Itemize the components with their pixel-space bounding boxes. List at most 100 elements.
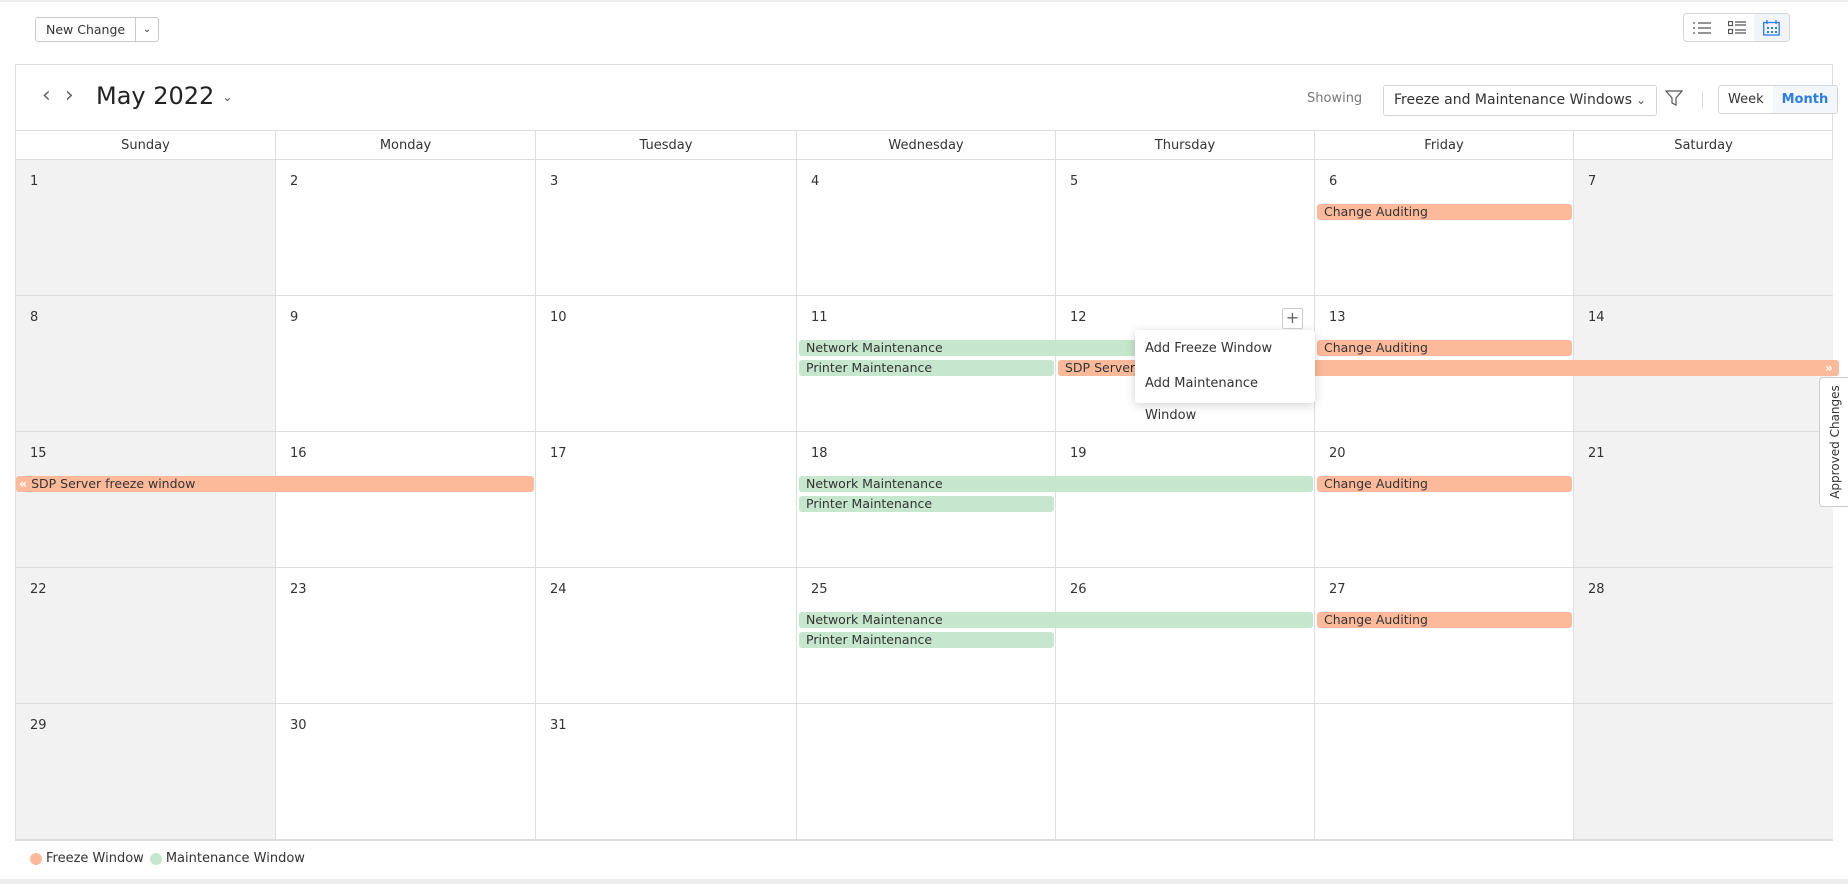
- day-cell[interactable]: 17: [536, 432, 797, 568]
- event-label: Printer Maintenance: [806, 496, 933, 511]
- day-number: 19: [1070, 446, 1087, 461]
- day-cell[interactable]: 4: [797, 160, 1056, 296]
- legend-freeze-label: Freeze Window: [46, 851, 144, 866]
- freeze-window-event[interactable]: «SDP Server freeze window: [16, 476, 534, 492]
- legend: Freeze Window Maintenance Window: [30, 851, 311, 866]
- day-cell[interactable]: 26: [1056, 568, 1315, 704]
- day-cell[interactable]: 10: [536, 296, 797, 432]
- day-number: 29: [30, 718, 47, 733]
- day-number: 7: [1588, 174, 1597, 189]
- chevron-right-icon[interactable]: ›: [64, 83, 74, 108]
- day-number: 5: [1070, 174, 1079, 189]
- day-cell[interactable]: 24: [536, 568, 797, 704]
- chevron-down-icon[interactable]: ⌄: [142, 24, 152, 35]
- legend-freeze: Freeze Window: [30, 851, 144, 866]
- day-number: 16: [290, 446, 307, 461]
- day-cell[interactable]: 31: [536, 704, 797, 840]
- day-cell[interactable]: 29: [16, 704, 276, 840]
- week-view-button[interactable]: Week: [1728, 92, 1764, 107]
- day-cell[interactable]: 23: [276, 568, 536, 704]
- day-number: 14: [1588, 310, 1605, 325]
- day-cell[interactable]: 2: [276, 160, 536, 296]
- bottom-divider: [0, 879, 1848, 884]
- filter-icon[interactable]: [1664, 89, 1684, 111]
- day-cell[interactable]: 3: [536, 160, 797, 296]
- day-cell[interactable]: 25: [797, 568, 1056, 704]
- maintenance-window-event[interactable]: Network Maintenance: [799, 612, 1313, 628]
- month-view-button[interactable]: Month: [1772, 86, 1838, 113]
- weekday-header: Wednesday: [797, 130, 1056, 160]
- maintenance-dot-icon: [149, 852, 162, 865]
- top-divider: [0, 0, 1848, 2]
- day-cell[interactable]: 5: [1056, 160, 1315, 296]
- day-number: 24: [550, 582, 567, 597]
- day-cell[interactable]: [797, 704, 1056, 840]
- day-number: 15: [30, 446, 47, 461]
- event-label: SDP Server freeze window: [31, 476, 196, 491]
- day-number: 26: [1070, 582, 1087, 597]
- freeze-window-event[interactable]: Change Auditing: [1317, 340, 1572, 356]
- approved-changes-tab[interactable]: Approved Changes: [1819, 377, 1848, 507]
- day-number: 20: [1329, 446, 1346, 461]
- day-cell[interactable]: 7: [1574, 160, 1833, 296]
- day-cell[interactable]: 6: [1315, 160, 1574, 296]
- window-type-select[interactable]: Freeze and Maintenance Windows ⌄: [1383, 85, 1657, 116]
- day-cell[interactable]: 8: [16, 296, 276, 432]
- day-cell[interactable]: 19: [1056, 432, 1315, 568]
- chevron-down-icon: ⌄: [1635, 93, 1646, 107]
- event-label: Network Maintenance: [806, 612, 943, 627]
- day-cell[interactable]: 9: [276, 296, 536, 432]
- day-cell[interactable]: 16: [276, 432, 536, 568]
- menu-item-add-freeze-window[interactable]: Add Freeze Window: [1145, 341, 1273, 356]
- maintenance-window-event[interactable]: Printer Maintenance: [799, 632, 1054, 648]
- add-window-menu: Add Freeze Window Add Maintenance Window: [1135, 330, 1315, 423]
- day-cell[interactable]: 30: [276, 704, 536, 840]
- day-cell[interactable]: 27: [1315, 568, 1574, 704]
- day-cell[interactable]: [1056, 704, 1315, 840]
- day-number: 13: [1329, 310, 1346, 325]
- day-cell[interactable]: 1: [16, 160, 276, 296]
- month-navigation: ‹ ›: [42, 85, 74, 107]
- weekday-header: Sunday: [16, 130, 276, 160]
- day-number: 9: [290, 310, 299, 325]
- day-number: 31: [550, 718, 567, 733]
- add-window-button[interactable]: +: [1282, 308, 1303, 329]
- day-cell[interactable]: 20: [1315, 432, 1574, 568]
- day-cell[interactable]: [1574, 704, 1833, 840]
- day-cell[interactable]: [1315, 704, 1574, 840]
- day-number: 3: [550, 174, 559, 189]
- day-cell[interactable]: 21: [1574, 432, 1833, 568]
- day-number: 21: [1588, 446, 1605, 461]
- day-cell[interactable]: 22: [16, 568, 276, 704]
- month-picker[interactable]: May 2022 ⌄: [96, 82, 232, 110]
- month-title: May 2022: [96, 82, 215, 110]
- maintenance-window-event[interactable]: Printer Maintenance: [799, 360, 1054, 376]
- calendar-panel: ‹ › May 2022 ⌄ Showing Freeze and Mainten…: [15, 64, 1839, 841]
- day-number: 27: [1329, 582, 1346, 597]
- day-cell[interactable]: 11: [797, 296, 1056, 432]
- chevron-left-icon[interactable]: ‹: [42, 83, 51, 108]
- new-change-split-button[interactable]: New Change ⌄: [35, 17, 160, 42]
- day-number: 8: [30, 310, 39, 325]
- calendar-icon[interactable]: [1754, 14, 1789, 41]
- day-number: 22: [30, 582, 47, 597]
- menu-item-add-maintenance-window[interactable]: Add Maintenance Window: [1145, 376, 1259, 423]
- event-label: Change Auditing: [1324, 476, 1428, 491]
- new-change-button[interactable]: New Change: [36, 18, 137, 41]
- event-label: Change Auditing: [1324, 340, 1428, 355]
- freeze-window-event[interactable]: Change Auditing: [1317, 204, 1572, 220]
- freeze-window-event[interactable]: Change Auditing: [1317, 612, 1572, 628]
- day-cell[interactable]: 28: [1574, 568, 1833, 704]
- day-number: 11: [811, 310, 828, 325]
- maintenance-window-event[interactable]: Network Maintenance: [799, 476, 1313, 492]
- maintenance-window-event[interactable]: Printer Maintenance: [799, 496, 1054, 512]
- showing-label: Showing: [1307, 91, 1363, 106]
- day-number: 2: [290, 174, 299, 189]
- freeze-window-event[interactable]: Change Auditing: [1317, 476, 1572, 492]
- day-number: 1: [30, 174, 39, 189]
- divider: [1702, 91, 1703, 109]
- card-list-icon[interactable]: [1719, 14, 1754, 41]
- day-cell[interactable]: 15: [16, 432, 276, 568]
- list-icon[interactable]: [1684, 14, 1719, 41]
- day-cell[interactable]: 18: [797, 432, 1056, 568]
